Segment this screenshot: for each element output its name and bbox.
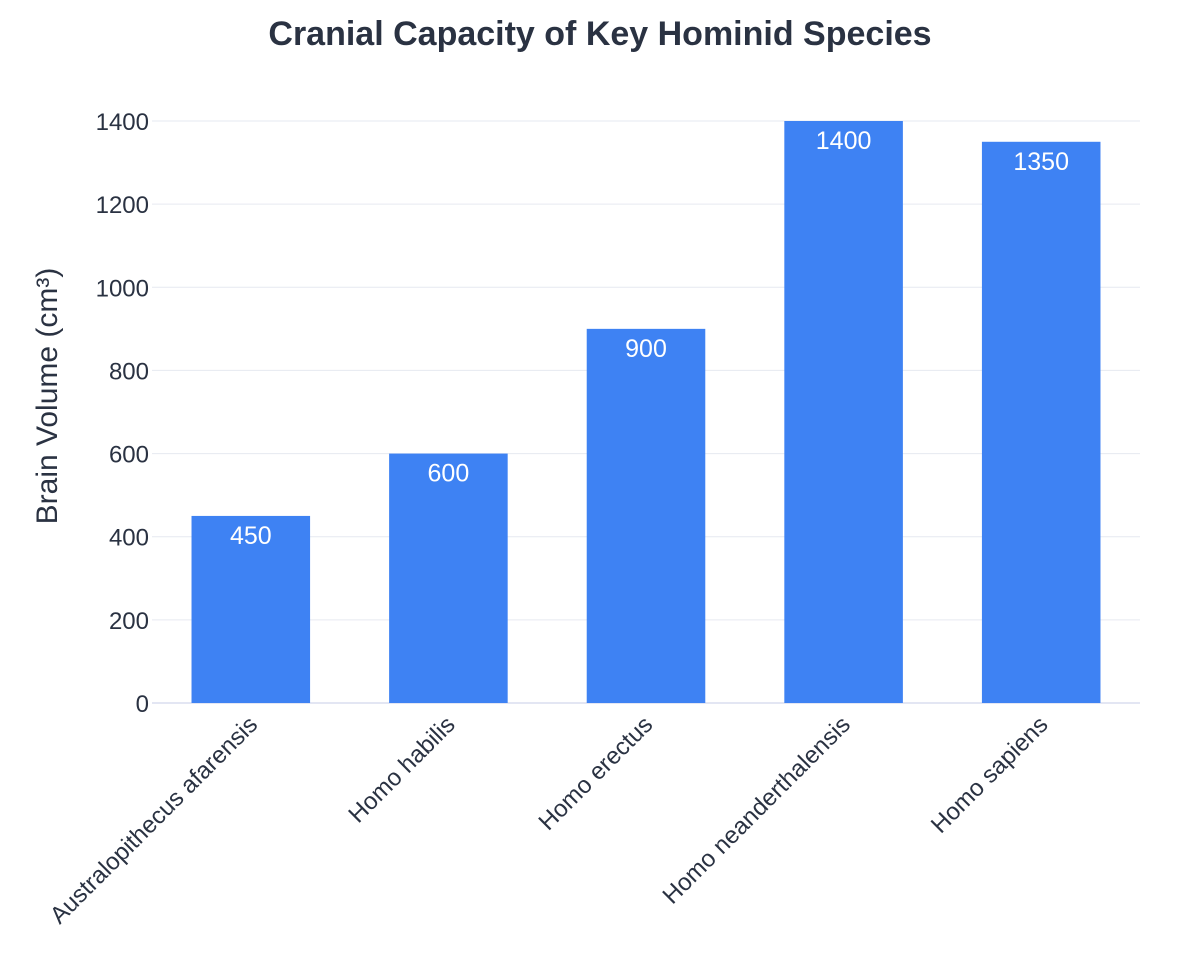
bar-value-label: 1400 bbox=[816, 127, 872, 155]
x-tick-label: Homo habilis bbox=[343, 711, 460, 828]
data-labels: 450 600 900 1400 1350 bbox=[230, 127, 1069, 550]
y-tick-label: 1200 bbox=[96, 192, 149, 219]
y-axis-ticks: 0 200 400 600 800 1000 1200 1400 bbox=[96, 109, 149, 718]
bars bbox=[191, 121, 1101, 704]
bar-value-label: 1350 bbox=[1013, 148, 1069, 176]
bar bbox=[191, 515, 311, 703]
bar bbox=[586, 328, 706, 703]
bar bbox=[784, 121, 903, 703]
y-tick-label: 800 bbox=[109, 358, 149, 385]
bar-value-label: 900 bbox=[625, 335, 667, 363]
y-tick-label: 1400 bbox=[96, 109, 149, 136]
x-tick-label: Homo sapiens bbox=[926, 711, 1054, 839]
bar bbox=[981, 141, 1101, 704]
bar-value-label: 450 bbox=[230, 522, 272, 550]
chart-title: Cranial Capacity of Key Hominid Species bbox=[268, 15, 931, 53]
y-tick-label: 0 bbox=[136, 691, 149, 718]
bar-value-label: 600 bbox=[428, 460, 470, 488]
y-tick-label: 600 bbox=[109, 442, 149, 469]
x-tick-label: Australopithecus afarensis bbox=[45, 711, 263, 929]
x-tick-label: Homo neanderthalensis bbox=[657, 711, 855, 909]
y-tick-label: 200 bbox=[109, 608, 149, 635]
y-axis-label: Brain Volume (cm³) bbox=[31, 268, 64, 525]
x-tick-label: Homo erectus bbox=[534, 711, 659, 836]
x-axis-ticks: Australopithecus afarensis Homo habilis Ho… bbox=[45, 711, 1054, 929]
y-tick-label: 1000 bbox=[96, 275, 149, 302]
bar bbox=[389, 453, 508, 703]
y-tick-label: 400 bbox=[109, 525, 149, 552]
